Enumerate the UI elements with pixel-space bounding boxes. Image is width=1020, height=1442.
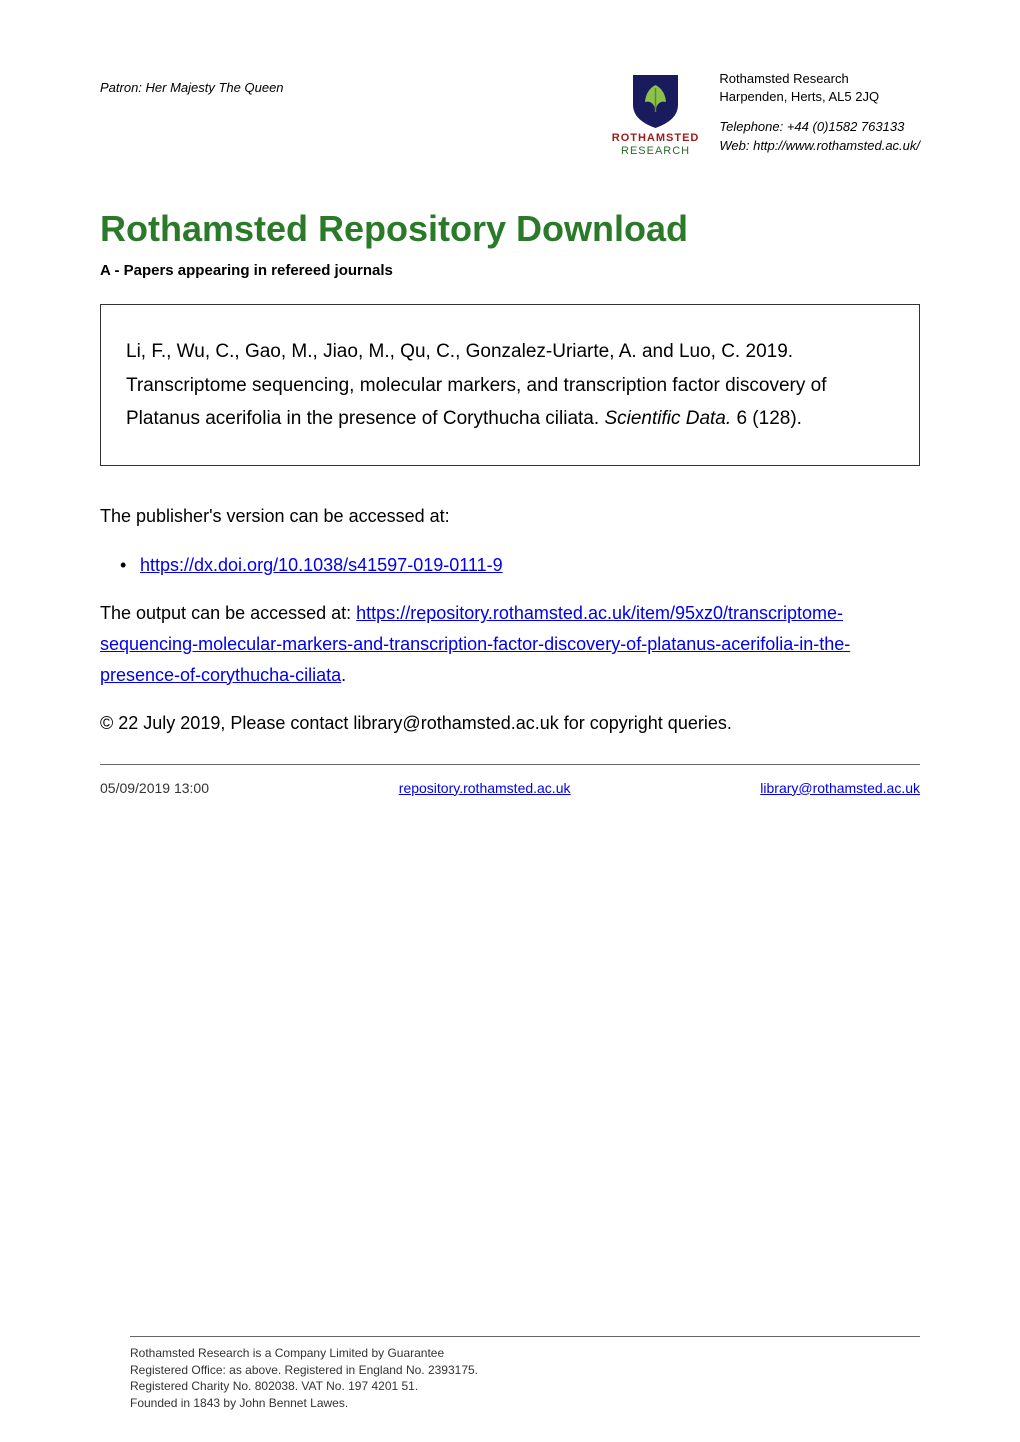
legal-line3: Registered Charity No. 802038. VAT No. 1… — [130, 1379, 418, 1393]
citation-text: Li, F., Wu, C., Gao, M., Jiao, M., Qu, C… — [126, 335, 894, 435]
page-title: Rothamsted Repository Download — [100, 208, 920, 250]
contact-phone: Telephone: +44 (0)1582 763133 — [719, 118, 920, 136]
publisher-label: The publisher's version can be accessed … — [100, 501, 920, 532]
header-row: Patron: Her Majesty The Queen ROTHAMSTED… — [100, 70, 920, 158]
legal-line1: Rothamsted Research is a Company Limited… — [130, 1346, 444, 1360]
output-section: The output can be accessed at: https://r… — [100, 598, 920, 690]
footer-row: 05/09/2019 13:00 repository.rothamsted.a… — [100, 780, 920, 796]
citation-box: Li, F., Wu, C., Gao, M., Jiao, M., Qu, C… — [100, 304, 920, 466]
header-right: ROTHAMSTED RESEARCH Rothamsted Research … — [612, 70, 920, 158]
footer-timestamp: 05/09/2019 13:00 — [100, 780, 209, 796]
contact-web: Web: http://www.rothamsted.ac.uk/ — [719, 137, 920, 155]
legal-divider — [130, 1336, 920, 1337]
publisher-doi-link[interactable]: https://dx.doi.org/10.1038/s41597-019-01… — [140, 555, 503, 575]
publisher-url-bullet: https://dx.doi.org/10.1038/s41597-019-01… — [100, 550, 920, 581]
citation-journal: Scientific Data. — [604, 408, 731, 429]
output-period: . — [341, 665, 346, 685]
logo-text: ROTHAMSTED RESEARCH — [612, 132, 700, 158]
logo-rothamsted-text: ROTHAMSTED — [612, 132, 700, 144]
content-divider — [100, 764, 920, 765]
legal-text: Rothamsted Research is a Company Limited… — [130, 1345, 920, 1412]
legal-line2: Registered Office: as above. Registered … — [130, 1363, 478, 1377]
copyright-text: © 22 July 2019, Please contact library@r… — [100, 708, 920, 739]
contact-org-name: Rothamsted Research — [719, 70, 920, 88]
citation-year: 2019. — [746, 341, 794, 362]
legal-line4: Founded in 1843 by John Bennet Lawes. — [130, 1396, 348, 1410]
footer-repository-link[interactable]: repository.rothamsted.ac.uk — [399, 780, 571, 796]
page-subtitle: A - Papers appearing in refereed journal… — [100, 262, 920, 279]
logo-container: ROTHAMSTED RESEARCH — [612, 70, 700, 158]
logo-research-text: RESEARCH — [621, 145, 690, 157]
patron-text: Patron: Her Majesty The Queen — [100, 70, 284, 95]
output-label: The output can be accessed at: — [100, 603, 356, 623]
rothamsted-logo-icon — [628, 70, 683, 130]
contact-address: Harpenden, Herts, AL5 2JQ — [719, 88, 920, 106]
footer-email-link[interactable]: library@rothamsted.ac.uk — [760, 780, 920, 796]
contact-info: Rothamsted Research Harpenden, Herts, AL… — [719, 70, 920, 155]
legal-footer: Rothamsted Research is a Company Limited… — [130, 1336, 920, 1412]
citation-authors: Li, F., Wu, C., Gao, M., Jiao, M., Qu, C… — [126, 341, 746, 362]
citation-volume-info: 6 (128). — [731, 408, 802, 429]
